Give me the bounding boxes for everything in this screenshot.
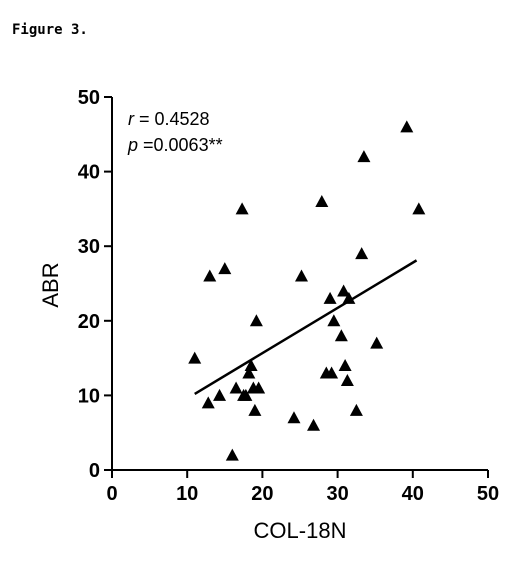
data-point — [230, 381, 243, 393]
y-tick-label: 40 — [78, 162, 100, 184]
p-value: =0.0063** — [138, 135, 223, 155]
x-tick-label: 20 — [251, 483, 273, 505]
data-point — [350, 404, 363, 416]
data-point — [287, 411, 300, 423]
data-point — [327, 314, 340, 326]
r-value: = 0.4528 — [134, 109, 210, 129]
data-point — [188, 352, 201, 364]
y-tick-label: 0 — [89, 460, 100, 482]
data-point — [315, 195, 328, 207]
p-annotation: p =0.0063** — [127, 135, 223, 155]
data-point — [226, 449, 239, 461]
data-point — [248, 404, 261, 416]
p-symbol: p — [127, 135, 138, 155]
x-tick-label: 0 — [106, 483, 117, 505]
y-axis-title: ABR — [38, 262, 63, 307]
data-point — [245, 359, 258, 371]
data-point — [341, 374, 354, 386]
data-point — [355, 247, 368, 259]
data-point — [250, 314, 263, 326]
data-point — [324, 292, 337, 304]
data-point — [202, 396, 215, 408]
data-point — [400, 120, 413, 132]
x-axis-title: COL-18N — [254, 518, 347, 543]
y-tick-label: 10 — [78, 385, 100, 407]
r-annotation: r = 0.4528 — [128, 109, 210, 129]
data-point — [236, 202, 249, 214]
data-point — [357, 150, 370, 162]
data-points — [188, 120, 425, 460]
data-point — [307, 419, 320, 431]
data-point — [370, 337, 383, 349]
x-tick-label: 40 — [402, 483, 424, 505]
data-point — [339, 359, 352, 371]
y-tick-label: 50 — [78, 87, 100, 109]
data-point — [213, 389, 226, 401]
y-tick-label: 20 — [78, 311, 100, 333]
x-tick-label: 50 — [477, 483, 499, 505]
x-tick-label: 10 — [176, 483, 198, 505]
x-tick-label: 30 — [326, 483, 348, 505]
data-point — [335, 329, 348, 341]
data-point — [218, 262, 231, 274]
data-point — [295, 270, 308, 282]
data-point — [412, 202, 425, 214]
y-tick-label: 30 — [78, 236, 100, 258]
data-point — [203, 270, 216, 282]
